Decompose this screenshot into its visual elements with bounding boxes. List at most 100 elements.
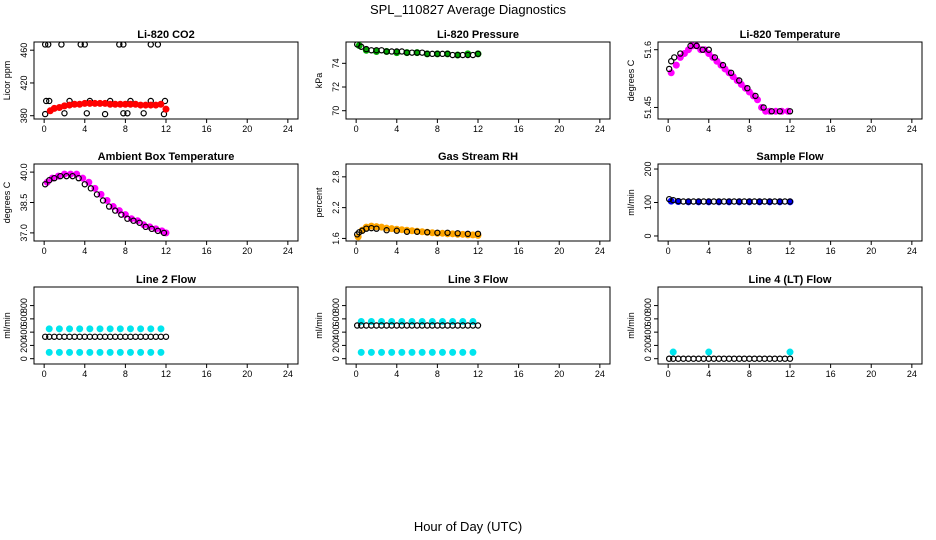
data-point xyxy=(464,322,472,329)
data-point xyxy=(449,348,457,356)
data-point xyxy=(66,325,74,333)
data-point xyxy=(76,348,84,356)
data-point xyxy=(752,92,759,100)
x-tick-label: 20 xyxy=(242,124,252,134)
data-point xyxy=(705,355,712,362)
data-point xyxy=(61,110,68,117)
data-point xyxy=(132,333,139,340)
panel-title: Ambient Box Temperature xyxy=(98,151,235,163)
data-point xyxy=(705,46,712,53)
x-tick-label: 4 xyxy=(706,124,711,134)
data-point xyxy=(45,325,53,333)
data-point xyxy=(424,322,431,329)
y-tick-label: 200 xyxy=(643,338,653,353)
data-point xyxy=(106,325,114,333)
x-tick-label: 24 xyxy=(283,246,293,256)
data-point xyxy=(71,333,78,340)
data-point xyxy=(41,110,49,118)
data-point xyxy=(147,325,155,333)
data-point xyxy=(719,61,727,69)
y-tick-label: 0 xyxy=(331,356,341,361)
data-point xyxy=(398,348,406,356)
data-point xyxy=(147,333,154,340)
data-point xyxy=(66,348,74,356)
data-point xyxy=(756,355,763,362)
x-tick-label: 4 xyxy=(706,369,711,379)
chart-panel: Li-820 Temperature degrees C 0 4 8 12 16 20 24 51… xyxy=(626,29,923,134)
y-tick-label: 200 xyxy=(643,162,653,177)
x-tick-label: 16 xyxy=(202,246,212,256)
data-point xyxy=(101,110,109,118)
data-point xyxy=(454,230,461,237)
y-tick-label: 40.0 xyxy=(19,163,29,181)
data-point xyxy=(86,348,94,356)
y-tick-label: 600 xyxy=(643,311,653,326)
data-point xyxy=(127,333,134,340)
y-tick-label: 51.45 xyxy=(643,96,653,119)
chart-panel: Line 2 Flow ml/min 0 4 8 12 16 20 24 0 20040060080… xyxy=(2,274,299,379)
data-point xyxy=(690,355,697,362)
data-point xyxy=(685,355,692,362)
data-point xyxy=(66,333,73,340)
x-tick-label: 4 xyxy=(82,124,87,134)
y-tick-label: 100 xyxy=(643,195,653,210)
plot-frame xyxy=(657,41,923,120)
data-point xyxy=(693,42,700,50)
x-tick-label: 0 xyxy=(354,369,359,379)
x-tick-label: 24 xyxy=(907,369,917,379)
x-tick-label: 24 xyxy=(595,124,605,134)
data-point xyxy=(771,355,778,362)
y-tick-label: 800 xyxy=(331,298,341,313)
y-tick-label: 0 xyxy=(643,233,653,238)
y-axis-label: degrees C xyxy=(626,59,636,101)
data-point xyxy=(687,42,694,50)
data-points xyxy=(353,42,482,59)
data-point xyxy=(106,348,114,356)
y-tick-label: 460 xyxy=(19,43,29,58)
data-point xyxy=(393,322,400,329)
data-point xyxy=(428,348,436,356)
data-point xyxy=(91,333,99,340)
data-point xyxy=(162,105,170,113)
x-tick-label: 8 xyxy=(747,246,752,256)
data-point xyxy=(93,191,101,198)
x-tick-label: 8 xyxy=(435,124,440,134)
data-point xyxy=(41,42,49,48)
x-tick-label: 4 xyxy=(394,369,399,379)
x-tick-label: 24 xyxy=(907,246,917,256)
data-point xyxy=(96,325,104,333)
x-tick-label: 8 xyxy=(747,124,752,134)
y-tick-label: 70 xyxy=(331,106,341,116)
data-point xyxy=(51,333,58,340)
figure-title: SPL_110827 Average Diagnostics xyxy=(370,2,567,17)
x-tick-label: 4 xyxy=(706,246,711,256)
data-point xyxy=(154,42,162,48)
data-point xyxy=(741,355,748,362)
data-point xyxy=(160,229,168,237)
data-point xyxy=(403,322,411,329)
y-tick-label: 200 xyxy=(331,338,341,353)
data-point xyxy=(669,348,677,356)
data-point xyxy=(383,322,390,329)
data-point xyxy=(124,110,131,117)
panel-title: Li-820 Pressure xyxy=(437,29,519,41)
y-tick-label: 51.6 xyxy=(643,41,653,59)
data-point xyxy=(120,110,127,117)
data-point xyxy=(356,229,363,236)
data-point xyxy=(99,197,107,204)
data-point xyxy=(665,65,673,73)
data-points xyxy=(665,348,794,362)
x-tick-label: 16 xyxy=(826,124,836,134)
data-point xyxy=(668,58,675,65)
x-tick-label: 8 xyxy=(435,369,440,379)
x-tick-label: 12 xyxy=(785,246,795,256)
y-axis-label: Licor ppm xyxy=(2,61,12,101)
panel-title: Line 3 Flow xyxy=(448,274,508,286)
y-axis-label: ml/min xyxy=(626,312,636,339)
x-tick-label: 12 xyxy=(473,369,483,379)
data-point xyxy=(680,355,687,362)
chart-panel: Line 4 (LT) Flow ml/min 0 4 8 12 16 20 24 0 200400… xyxy=(626,274,923,379)
data-point xyxy=(736,77,743,84)
panel-title: Line 2 Flow xyxy=(136,274,196,286)
data-point xyxy=(56,333,63,340)
